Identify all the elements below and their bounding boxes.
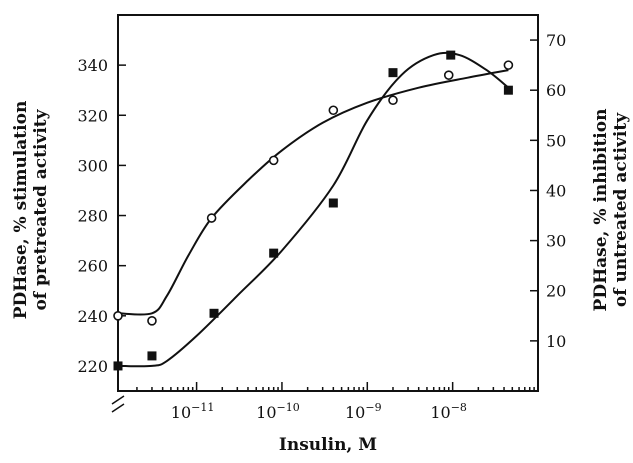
left-tick-label: 260 bbox=[77, 257, 108, 276]
right-tick-label: 70 bbox=[546, 31, 566, 50]
open-circle-point bbox=[388, 95, 398, 106]
x-tick-label: 10−8 bbox=[430, 401, 467, 422]
plot-frame bbox=[117, 14, 539, 392]
left-tick-label: 220 bbox=[77, 357, 108, 376]
right-tick-label: 10 bbox=[546, 332, 566, 351]
filled-square-point bbox=[446, 50, 456, 60]
open-circle-point bbox=[503, 60, 514, 70]
left-tick-label: 320 bbox=[77, 106, 108, 125]
open-circle-point bbox=[443, 70, 454, 80]
data-points bbox=[113, 50, 514, 371]
filled-square-point bbox=[328, 198, 338, 208]
open-circle-point bbox=[147, 316, 157, 326]
right-axis-ticks: 10 20 30 40 50 60 70 bbox=[530, 31, 566, 351]
x-tick-label: 10−11 bbox=[171, 401, 215, 422]
right-tick-label: 40 bbox=[546, 181, 566, 200]
right-axis-title: PDHase, % inhibition of untreated activi… bbox=[591, 109, 631, 312]
open-circle-point bbox=[268, 155, 279, 166]
filled-square-point bbox=[113, 361, 123, 371]
open-circle-point bbox=[113, 310, 123, 321]
fit-curves bbox=[117, 51, 510, 368]
right-axis-title-line1: PDHase, % inhibition bbox=[591, 109, 611, 312]
x-axis-ticks: 10−11 10−10 10−9 10−8 bbox=[136, 382, 535, 422]
inhibition-fit-curve bbox=[117, 51, 510, 368]
right-tick-label: 50 bbox=[546, 131, 566, 150]
left-tick-label: 280 bbox=[77, 207, 108, 226]
filled-square-point bbox=[503, 85, 513, 95]
left-tick-label: 300 bbox=[77, 156, 108, 175]
right-axis-title-line2: of untreated activity bbox=[611, 112, 631, 307]
x-tick-label: 10−9 bbox=[345, 401, 382, 422]
filled-square-point bbox=[269, 248, 279, 258]
filled-square-point bbox=[209, 308, 219, 318]
axis-break-mark bbox=[109, 395, 127, 413]
left-axis-title-line1: PDHase, % stimulation bbox=[11, 101, 31, 320]
open-circle-point bbox=[328, 105, 339, 116]
left-axis-ticks: 220 240 260 280 300 320 340 bbox=[77, 56, 126, 376]
left-axis-title-line2: of pretreated activity bbox=[31, 108, 51, 310]
right-tick-label: 20 bbox=[546, 282, 566, 301]
stimulation-fit-curve bbox=[117, 69, 509, 316]
x-axis-title: Insulin, M bbox=[279, 435, 377, 455]
open-circle-point bbox=[206, 213, 217, 223]
left-tick-label: 240 bbox=[77, 307, 108, 326]
right-tick-label: 30 bbox=[546, 232, 566, 251]
left-tick-label: 340 bbox=[77, 56, 108, 75]
x-tick-label: 10−10 bbox=[256, 401, 300, 422]
left-axis-title: PDHase, % stimulation of pretreated acti… bbox=[11, 101, 51, 320]
filled-square-point bbox=[147, 351, 157, 361]
filled-square-point bbox=[388, 68, 398, 78]
right-tick-label: 60 bbox=[546, 81, 566, 100]
